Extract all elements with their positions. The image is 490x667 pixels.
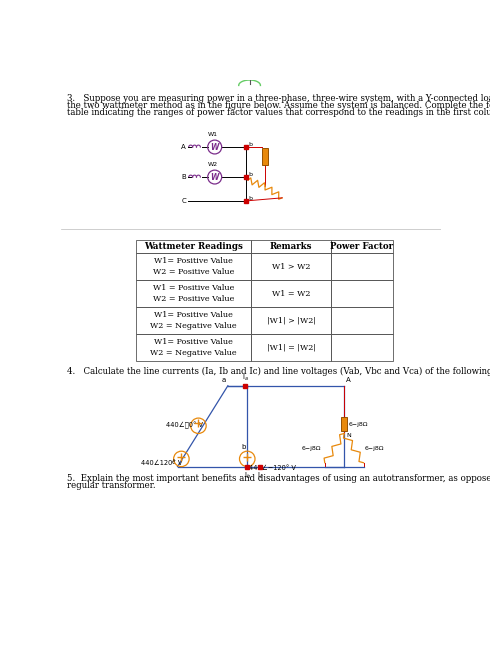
Text: |W1| > |W2|: |W1| > |W2| [267,317,316,325]
Text: c: c [172,459,176,465]
Text: W1 = Positive Value
W2 = Positive Value: W1 = Positive Value W2 = Positive Value [153,284,234,303]
Text: I$_a$: I$_a$ [242,372,248,383]
Text: Remarks: Remarks [270,242,312,251]
Text: Power Factor: Power Factor [330,242,393,251]
Text: A: A [181,144,186,150]
Bar [251,334,331,361]
Bar [136,253,251,280]
Text: the two wattmeter method as in the figure below. Assume the system is balanced. : the two wattmeter method as in the figur… [68,101,490,110]
Text: 440∠120° V: 440∠120° V [141,460,182,466]
Text: b: b [248,196,252,201]
Text: 6−j8Ω: 6−j8Ω [365,446,385,452]
Text: W1= Positive Value
W2 = Negative Value: W1= Positive Value W2 = Negative Value [150,338,237,357]
Bar [136,280,251,307]
Text: W1= Positive Value
W2 = Positive Value: W1= Positive Value W2 = Positive Value [153,257,234,276]
Text: 5.  Explain the most important benefits and disadvantages of using an autotransf: 5. Explain the most important benefits a… [68,474,490,484]
Text: |W1| = |W2|: |W1| = |W2| [267,344,316,352]
Text: regular transformer.: regular transformer. [68,481,156,490]
Bar [262,148,268,165]
Text: 3.   Suppose you are measuring power in a three-phase, three-wire system, with a: 3. Suppose you are measuring power in a … [68,94,490,103]
Bar [136,334,251,361]
Text: W1 > W2: W1 > W2 [272,263,310,271]
Bar [331,240,393,253]
Text: W: W [211,173,219,182]
Bar [251,307,331,334]
Text: 6−j8Ω: 6−j8Ω [301,446,321,452]
Text: A: A [345,377,350,383]
Text: 440∠−120° V: 440∠−120° V [249,465,295,471]
Bar [251,280,331,307]
Text: B: B [181,174,186,180]
Text: W: W [211,143,219,152]
Text: b: b [242,444,245,450]
Bar [251,240,331,253]
Text: b: b [248,142,252,147]
Bar [136,240,251,253]
Bar [331,280,393,307]
Text: table indicating the ranges of power factor values that correspond to the readin: table indicating the ranges of power fac… [68,108,490,117]
Text: Wattmeter Readings: Wattmeter Readings [145,242,243,251]
Text: N: N [346,434,351,438]
Text: W1= Positive Value
W2 = Negative Value: W1= Positive Value W2 = Negative Value [150,311,237,330]
Text: W1 = W2: W1 = W2 [272,289,310,297]
Text: W1: W1 [208,132,218,137]
Text: a: a [221,377,225,383]
Bar [331,307,393,334]
Bar [331,253,393,280]
Text: 6−j8Ω: 6−j8Ω [349,422,368,427]
Text: I$_c$: I$_c$ [257,470,264,481]
Text: b: b [248,172,252,177]
Text: 4.   Calculate the line currents (Ia, Ib and Ic) and line voltages (Vab, Vbc and: 4. Calculate the line currents (Ia, Ib a… [68,366,490,376]
Bar [136,307,251,334]
Bar [331,334,393,361]
Text: W2: W2 [208,162,218,167]
Text: 440∠㎑0° V: 440∠㎑0° V [166,422,203,430]
Bar [341,418,347,431]
Text: I$_b$: I$_b$ [244,470,251,481]
Bar [251,253,331,280]
Text: C: C [181,198,186,204]
